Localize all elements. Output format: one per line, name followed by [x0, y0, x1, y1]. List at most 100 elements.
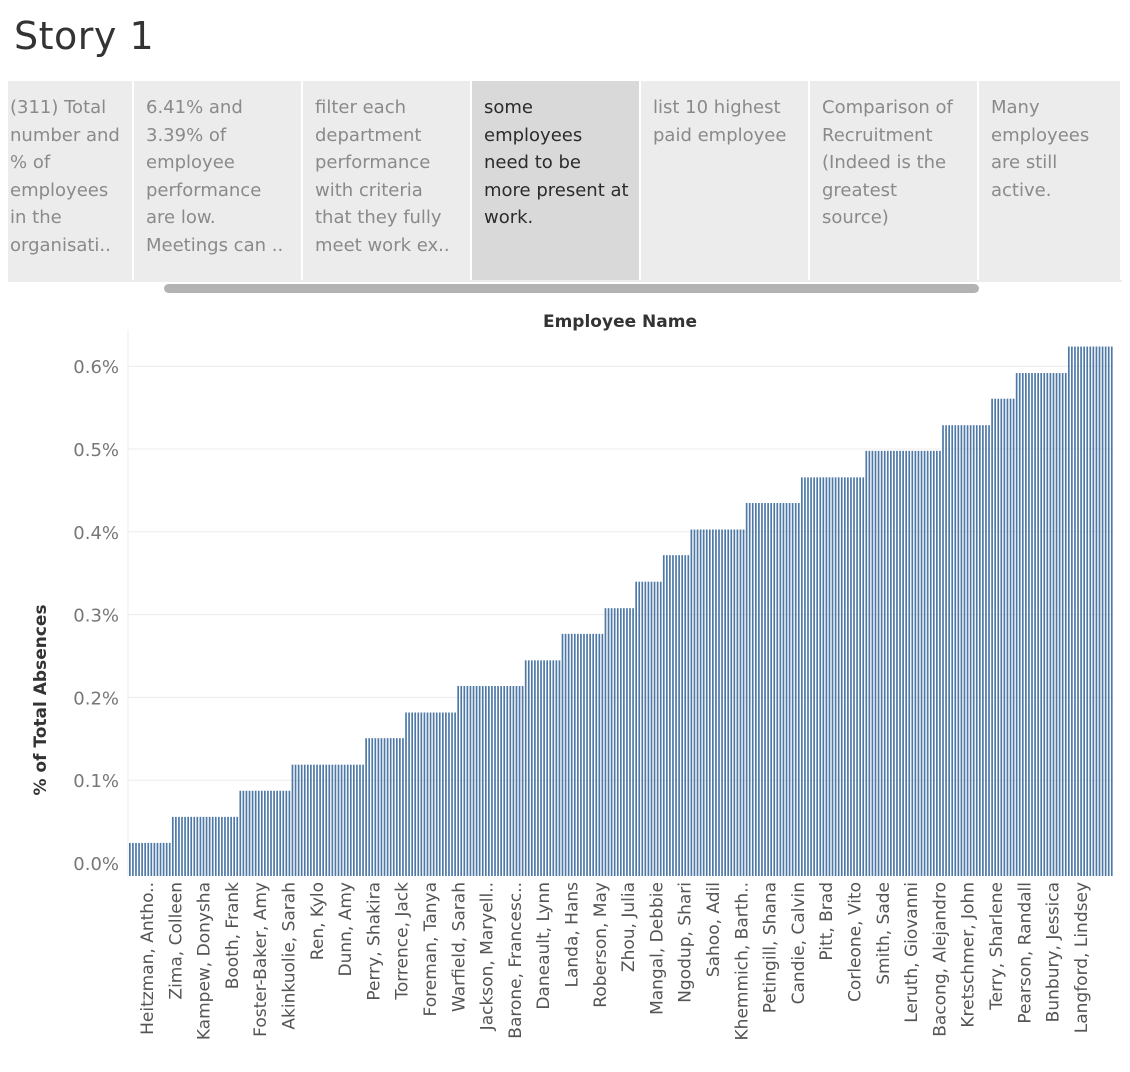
- bar[interactable]: [690, 529, 693, 876]
- bar[interactable]: [592, 633, 595, 876]
- bar[interactable]: [460, 686, 463, 876]
- bar[interactable]: [638, 581, 641, 876]
- bar[interactable]: [702, 529, 705, 876]
- bar[interactable]: [1052, 373, 1055, 876]
- bar[interactable]: [1012, 398, 1015, 876]
- bar[interactable]: [899, 450, 901, 876]
- bar[interactable]: [730, 529, 733, 876]
- bar[interactable]: [202, 816, 205, 876]
- bar[interactable]: [659, 581, 662, 876]
- bar[interactable]: [764, 503, 766, 876]
- bar[interactable]: [264, 790, 266, 876]
- bar[interactable]: [874, 450, 877, 876]
- bar[interactable]: [205, 816, 208, 876]
- bar[interactable]: [745, 503, 748, 876]
- bar[interactable]: [239, 790, 242, 876]
- bar[interactable]: [349, 764, 352, 876]
- bar[interactable]: [368, 738, 371, 876]
- bar[interactable]: [773, 503, 776, 876]
- bar[interactable]: [362, 764, 364, 876]
- bar[interactable]: [291, 764, 294, 876]
- bar[interactable]: [957, 425, 960, 876]
- bar[interactable]: [840, 477, 843, 876]
- bar[interactable]: [300, 764, 303, 876]
- bar[interactable]: [208, 816, 211, 876]
- bar[interactable]: [171, 816, 174, 876]
- bar[interactable]: [420, 712, 423, 876]
- bar[interactable]: [346, 764, 349, 876]
- bar[interactable]: [650, 581, 653, 876]
- bar[interactable]: [534, 660, 536, 876]
- bar[interactable]: [718, 529, 720, 876]
- bar[interactable]: [975, 425, 978, 876]
- bar[interactable]: [178, 816, 180, 876]
- bar[interactable]: [923, 450, 926, 876]
- bar[interactable]: [1101, 346, 1104, 876]
- bar[interactable]: [325, 764, 328, 876]
- bar[interactable]: [920, 450, 923, 876]
- bar[interactable]: [377, 738, 380, 876]
- bar[interactable]: [555, 660, 558, 876]
- bar[interactable]: [1080, 346, 1082, 876]
- bar[interactable]: [1003, 398, 1006, 876]
- bar[interactable]: [356, 764, 358, 876]
- bar[interactable]: [187, 816, 189, 876]
- bar[interactable]: [1049, 373, 1052, 876]
- bar[interactable]: [868, 450, 871, 876]
- bar[interactable]: [1028, 373, 1030, 876]
- bar[interactable]: [343, 764, 346, 876]
- bar[interactable]: [896, 450, 898, 876]
- bar[interactable]: [813, 477, 815, 876]
- bar[interactable]: [432, 712, 435, 876]
- bar[interactable]: [524, 660, 527, 876]
- bar[interactable]: [926, 450, 929, 876]
- bar[interactable]: [245, 790, 248, 876]
- bar[interactable]: [543, 660, 545, 876]
- bar[interactable]: [936, 450, 938, 876]
- bar[interactable]: [705, 529, 708, 876]
- story-point-5[interactable]: list 10 highest paid employee: [641, 81, 810, 280]
- bar[interactable]: [586, 633, 588, 876]
- bar[interactable]: [708, 529, 711, 876]
- bar[interactable]: [727, 529, 730, 876]
- bar[interactable]: [518, 686, 521, 876]
- bar[interactable]: [445, 712, 447, 876]
- bar[interactable]: [939, 450, 941, 876]
- bar[interactable]: [429, 712, 432, 876]
- bar[interactable]: [1107, 346, 1110, 876]
- bar[interactable]: [242, 790, 245, 876]
- bar[interactable]: [168, 842, 171, 876]
- bar[interactable]: [558, 660, 561, 876]
- bar[interactable]: [230, 816, 232, 876]
- bar[interactable]: [963, 425, 966, 876]
- bar[interactable]: [960, 425, 963, 876]
- bar[interactable]: [561, 633, 564, 876]
- bar[interactable]: [794, 503, 797, 876]
- bar[interactable]: [681, 555, 684, 876]
- bar[interactable]: [945, 425, 947, 876]
- bar[interactable]: [383, 738, 386, 876]
- bar[interactable]: [982, 425, 984, 876]
- bar[interactable]: [481, 686, 484, 876]
- bar[interactable]: [672, 555, 674, 876]
- bar[interactable]: [297, 764, 300, 876]
- bar[interactable]: [1095, 346, 1098, 876]
- bar[interactable]: [985, 425, 987, 876]
- bar[interactable]: [466, 686, 469, 876]
- bar[interactable]: [147, 842, 150, 876]
- bar[interactable]: [365, 738, 367, 876]
- bar[interactable]: [248, 790, 251, 876]
- bar[interactable]: [647, 581, 650, 876]
- bar[interactable]: [435, 712, 438, 876]
- bar[interactable]: [552, 660, 555, 876]
- bar[interactable]: [761, 503, 763, 876]
- bar[interactable]: [865, 450, 868, 876]
- bar[interactable]: [515, 686, 518, 876]
- bar[interactable]: [1031, 373, 1033, 876]
- bar[interactable]: [564, 633, 567, 876]
- story-point-6[interactable]: Comparison of Recruitment (Indeed is the…: [810, 81, 979, 280]
- bar[interactable]: [334, 764, 337, 876]
- bar[interactable]: [1064, 373, 1067, 876]
- bar[interactable]: [399, 738, 401, 876]
- bar[interactable]: [632, 608, 634, 876]
